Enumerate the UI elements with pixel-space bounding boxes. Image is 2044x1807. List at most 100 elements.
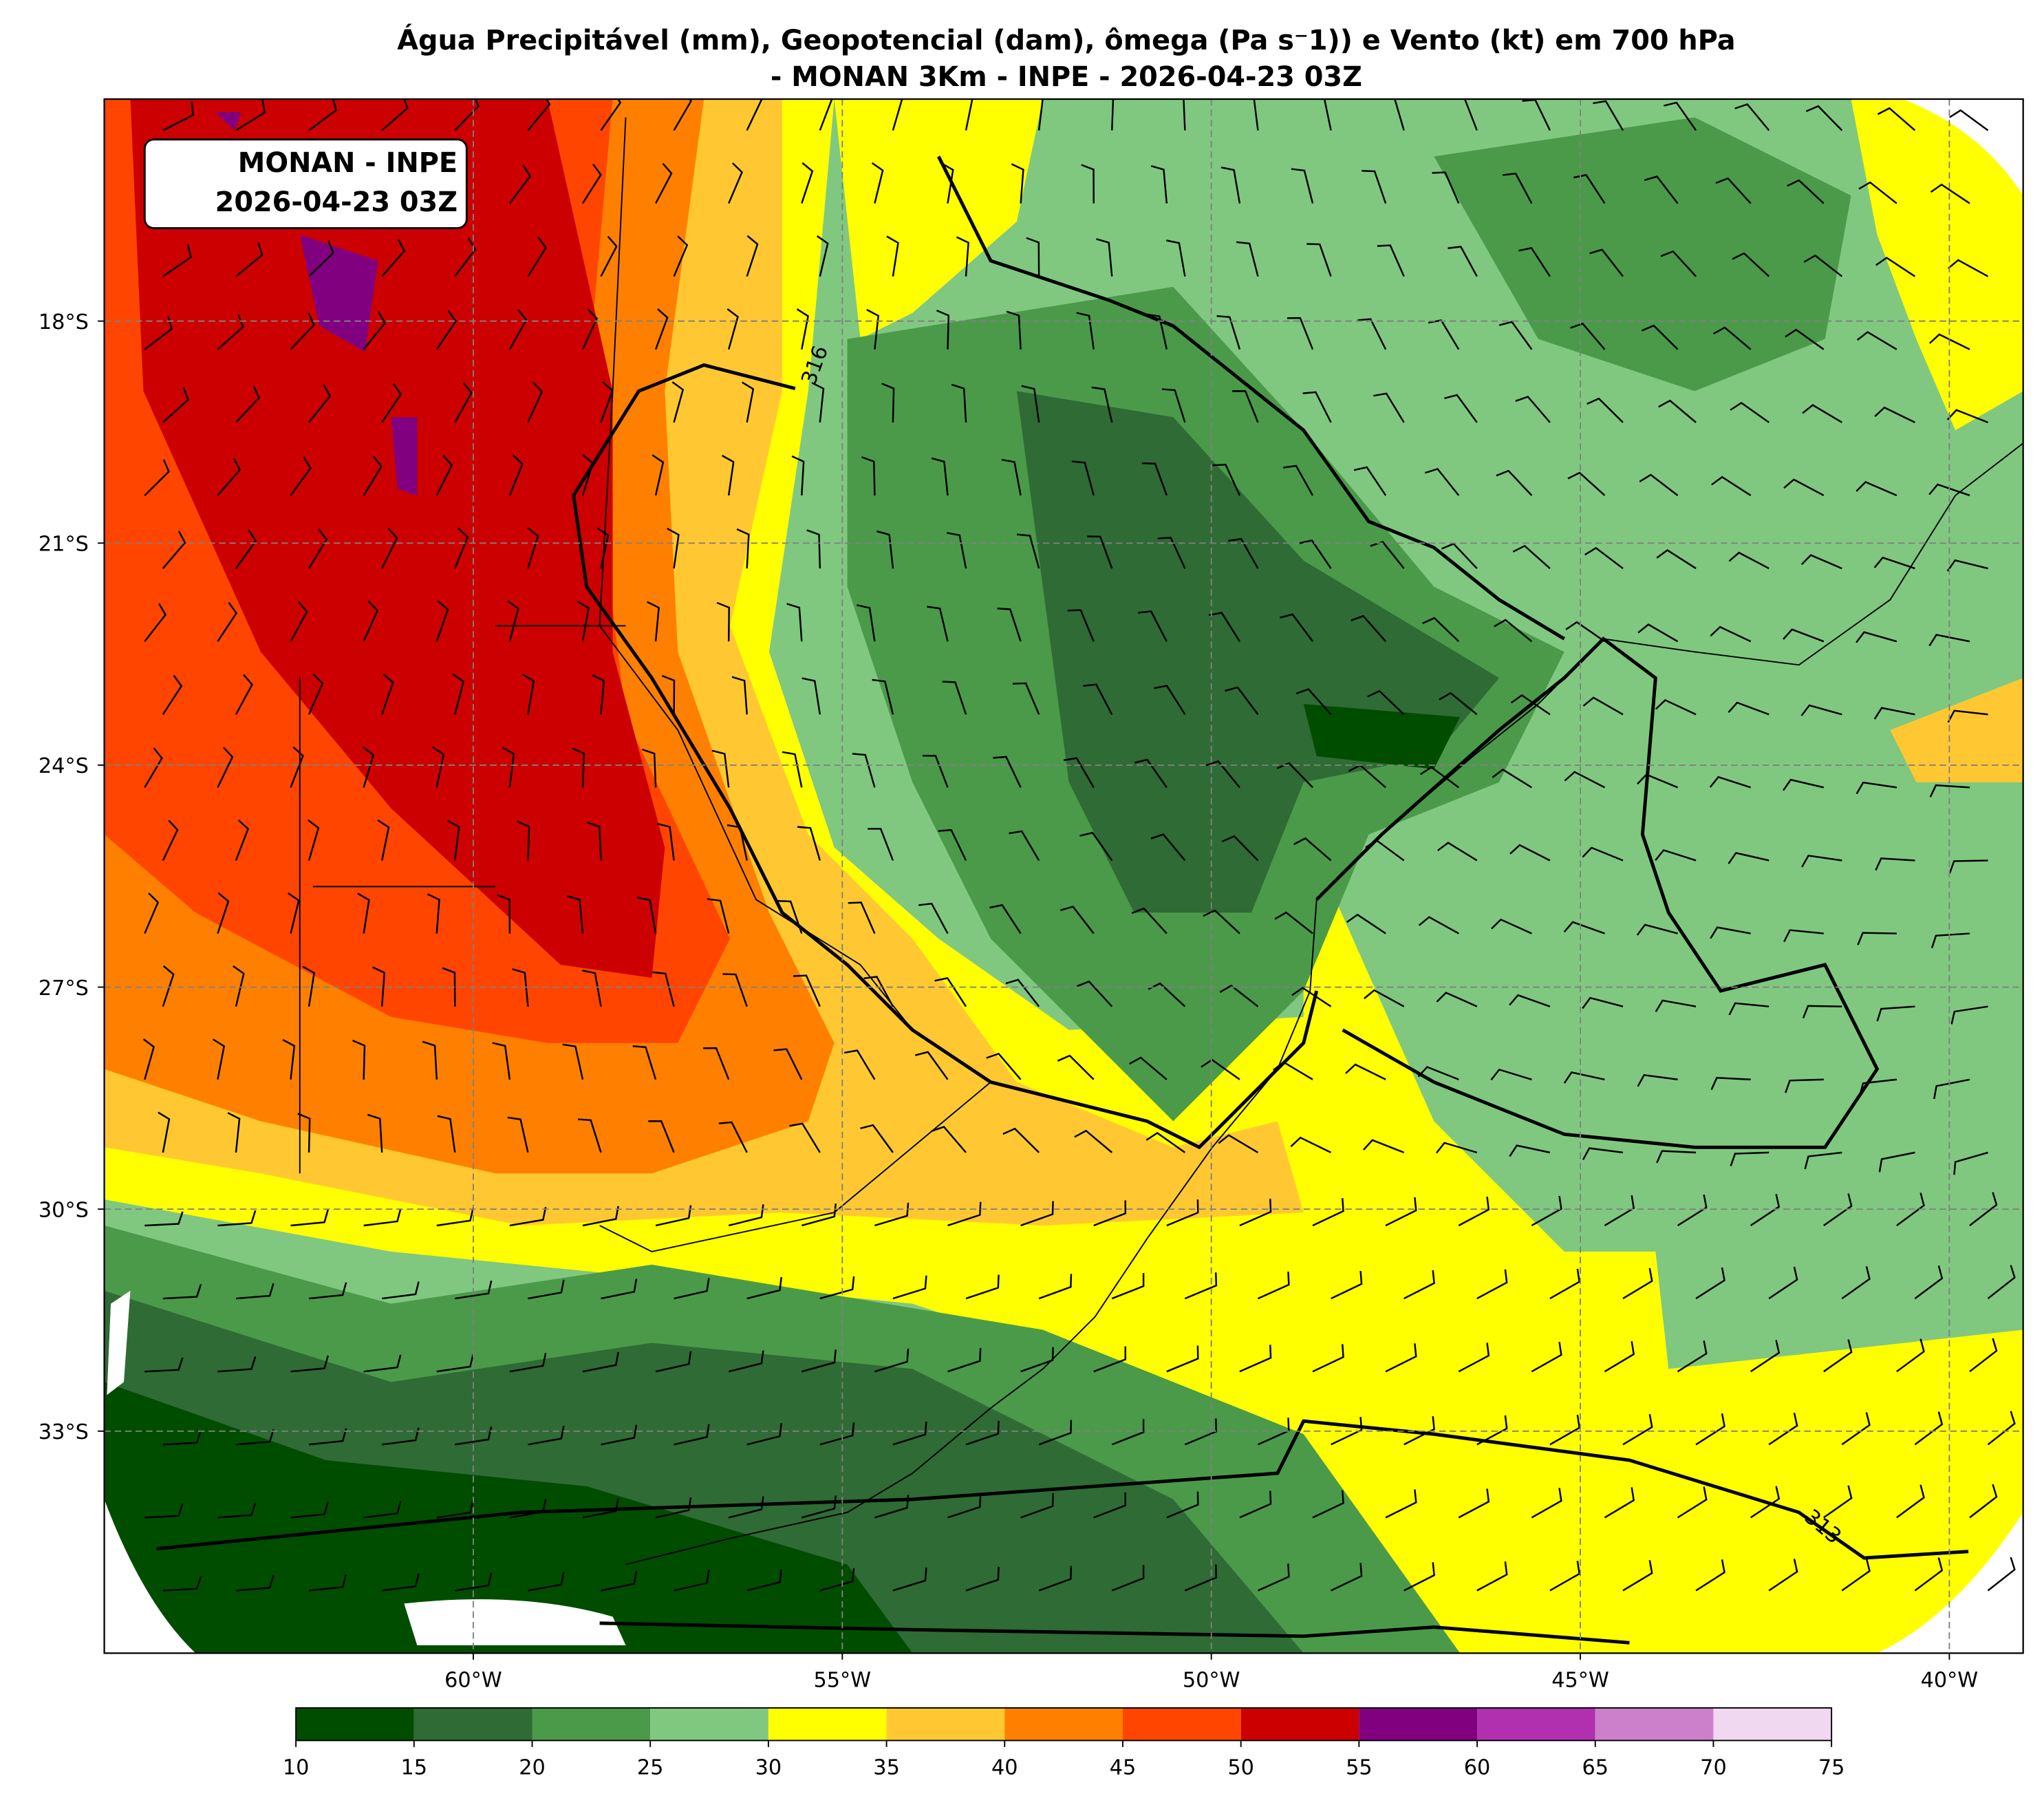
wind-barb	[802, 677, 821, 715]
wind-barb	[1823, 1485, 1853, 1519]
wind-barb	[1709, 776, 1752, 789]
wind-barb	[162, 1576, 202, 1592]
wind-barb	[1639, 473, 1679, 496]
wind-barb	[1363, 1139, 1405, 1154]
wind-barb	[144, 603, 167, 642]
colorbar-segment	[1713, 1708, 1832, 1741]
wind-barb	[1929, 784, 1970, 798]
wind-barb	[965, 1420, 1000, 1446]
wind-barb	[1276, 762, 1313, 789]
wind-barb	[1093, 1200, 1126, 1227]
wind-barb	[144, 1357, 184, 1373]
wind-barb	[601, 1279, 638, 1300]
colorbar-tick-label: 30	[755, 1756, 782, 1780]
wind-barb	[871, 162, 884, 204]
wind-barb	[162, 1430, 202, 1446]
wind-barb	[1216, 315, 1241, 350]
wind-barb	[432, 746, 445, 788]
wind-barb	[1510, 694, 1551, 716]
wind-barb	[288, 892, 300, 934]
wind-barb	[1787, 179, 1825, 204]
wind-barb	[1448, 246, 1478, 277]
wind-barb	[1841, 1558, 1871, 1592]
wind-barb	[1496, 469, 1533, 496]
wind-barb	[1728, 701, 1769, 716]
wind-barb	[1436, 992, 1478, 1007]
wind-barb	[144, 459, 170, 496]
y-tick-label: 27°S	[39, 976, 89, 1001]
colorbar-segment	[296, 1708, 414, 1741]
wind-barb	[1728, 1002, 1769, 1016]
y-tick-label: 33°S	[39, 1420, 89, 1444]
wind-barb	[582, 1351, 619, 1373]
wind-barb	[746, 235, 759, 277]
colorbar-segment	[768, 1708, 887, 1741]
contour	[156, 1419, 1969, 1560]
y-tick-label: 30°S	[39, 1199, 89, 1223]
wind-barb	[636, 897, 657, 934]
wind-barb	[819, 98, 833, 131]
wind-barb	[1930, 932, 1970, 949]
wind-barb	[656, 822, 675, 861]
colorbar-segment	[532, 1708, 651, 1741]
wind-barb	[1111, 1419, 1145, 1446]
wind-barb	[1220, 167, 1241, 204]
wind-barb	[1509, 1144, 1551, 1157]
wind-barb	[1154, 685, 1186, 715]
wind-barb	[162, 674, 183, 715]
wind-barb	[1711, 475, 1752, 497]
wind-barb	[217, 601, 238, 642]
wind-barb	[728, 162, 743, 204]
wind-barb	[1785, 1078, 1824, 1093]
wind-barb	[217, 1502, 257, 1519]
wind-barb	[1038, 1274, 1073, 1300]
wind-barb	[1239, 1345, 1272, 1373]
wind-barb	[235, 529, 257, 569]
wind-barb	[1604, 1341, 1635, 1373]
wind-barb	[581, 454, 594, 496]
wind-barb	[235, 99, 266, 131]
wind-barb	[162, 1284, 202, 1300]
wind-barb	[600, 235, 618, 277]
wind-barb	[1071, 460, 1095, 496]
wind-barb	[436, 1354, 475, 1373]
wind-barb	[727, 308, 739, 350]
wind-barb	[655, 1497, 692, 1519]
wind-barb	[1492, 768, 1533, 789]
wind-barb	[290, 1501, 329, 1519]
wind-barb	[1367, 689, 1405, 716]
wind-barb	[435, 600, 449, 642]
wind-barb	[1715, 177, 1752, 204]
wind-barb	[1512, 544, 1551, 569]
wind-barb	[941, 162, 954, 204]
wind-barb	[1783, 478, 1825, 497]
wind-barb	[455, 1280, 493, 1300]
wind-barb	[363, 1354, 402, 1373]
wind-barb	[308, 98, 338, 131]
wind-barb	[455, 1572, 493, 1592]
wind-barb	[1418, 916, 1459, 934]
wind-barb	[1928, 634, 1970, 647]
wind-barb	[1201, 1058, 1240, 1080]
wind-barb	[1312, 1344, 1344, 1373]
wind-barb	[1006, 310, 1022, 350]
wind-barb	[876, 530, 894, 569]
wind-barb	[1498, 321, 1533, 350]
wind-barb	[931, 457, 949, 496]
colorbar-segment	[413, 1708, 532, 1741]
wind-barb	[1293, 837, 1332, 862]
wind-barb	[297, 1113, 311, 1153]
wind-barb	[721, 454, 735, 496]
wind-barb	[727, 824, 748, 861]
wind-barb	[1875, 857, 1915, 871]
wind-barb	[1677, 1340, 1708, 1373]
wind-barb	[965, 1274, 1000, 1300]
wind-barb	[1563, 921, 1605, 934]
field-30-35	[1851, 98, 2023, 431]
wind-barb	[782, 751, 803, 788]
wind-barb	[1582, 696, 1624, 716]
wind-barb	[492, 1042, 511, 1080]
wind-barb	[892, 1568, 927, 1592]
wind-barb	[508, 164, 532, 204]
wind-barb	[993, 756, 1022, 788]
